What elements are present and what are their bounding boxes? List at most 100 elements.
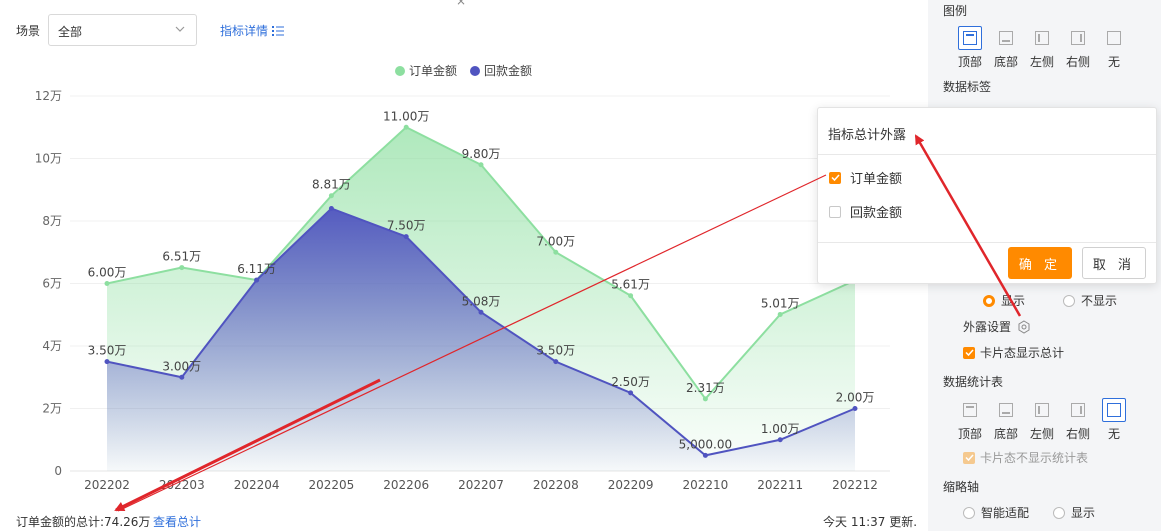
metric-detail-label: 指标详情: [220, 24, 269, 38]
data-label: 5,000.00: [679, 437, 732, 451]
data-point: [104, 359, 110, 365]
radio-unselected-icon: [963, 506, 975, 519]
popup-option-order-amount[interactable]: 订单金额: [829, 168, 902, 187]
stats-pos-right-label: 右侧: [1066, 427, 1091, 441]
stats-pos-top[interactable]: 顶部: [958, 398, 982, 442]
legend-marker: [470, 66, 480, 76]
checkbox-checked-icon: [829, 171, 841, 184]
layout-none-icon: [1102, 26, 1126, 50]
y-tick-label: 8万: [42, 214, 62, 228]
popup-divider: [818, 242, 1156, 243]
popup-option-payment-amount[interactable]: 回款金额: [829, 202, 902, 221]
data-point: [179, 374, 185, 380]
data-label-hide-radio[interactable]: 不显示: [1063, 292, 1117, 309]
chart-legend: 订单金额 回款金额: [395, 63, 532, 78]
view-total-link[interactable]: 查看总计: [153, 515, 202, 529]
x-tick-label: 202203: [159, 478, 205, 492]
data-label: 11.00万: [383, 109, 429, 123]
popup-divider: [818, 154, 1156, 155]
layout-left-icon: [1030, 398, 1054, 422]
radio-selected-icon: [983, 294, 995, 307]
data-point: [403, 234, 409, 240]
legend-pos-right-label: 右侧: [1066, 55, 1091, 69]
card-hide-stats-checkbox[interactable]: 卡片态不显示统计表: [963, 449, 1088, 466]
metric-total-exposure-popup: 指标总计外露 订单金额 回款金额 确 定 取 消: [817, 107, 1157, 284]
data-point: [628, 390, 634, 396]
data-label-show-radio[interactable]: 显示: [983, 292, 1025, 309]
data-point: [702, 452, 708, 458]
stats-pos-bottom[interactable]: 底部: [994, 398, 1018, 442]
y-tick-label: 4万: [42, 339, 62, 353]
data-label: 8.81万: [312, 178, 351, 192]
data-point: [852, 406, 858, 411]
scene-select[interactable]: 全部: [48, 14, 197, 46]
legend-pos-none[interactable]: 无: [1102, 26, 1126, 70]
list-icon: [272, 25, 285, 36]
data-label: 3.50万: [88, 344, 127, 358]
data-label: 2.31万: [686, 381, 725, 395]
chart-x-axis: 202202 202203 202204 202205 202206 202207 2022…: [84, 478, 878, 492]
total-summary: 订单金额的总计:74.26万: [16, 515, 151, 529]
legend-pos-left[interactable]: 左侧: [1030, 26, 1054, 70]
legend-pos-top-label: 顶部: [958, 55, 983, 69]
settings-gear-icon[interactable]: [1017, 319, 1031, 334]
data-label: 5.61万: [611, 278, 650, 292]
thumb-show-radio[interactable]: 显示: [1053, 504, 1095, 521]
data-label-show-text: 显示: [1001, 294, 1026, 308]
data-label: 3.50万: [536, 344, 575, 358]
data-label: 1.00万: [761, 422, 800, 436]
y-tick-label: 10万: [35, 152, 62, 166]
data-point: [104, 281, 110, 286]
popup-option-label: 订单金额: [850, 172, 903, 187]
checkbox-checked-icon: [963, 346, 975, 359]
stats-pos-right[interactable]: 右侧: [1066, 398, 1090, 442]
card-show-total-label: 卡片态显示总计: [980, 346, 1065, 360]
legend-section-title: 图例: [943, 4, 968, 18]
data-label: 7.50万: [387, 219, 426, 233]
metric-detail-link[interactable]: 指标详情: [220, 22, 285, 39]
radio-unselected-icon: [1053, 506, 1065, 519]
thumb-auto-label: 智能适配: [981, 506, 1030, 520]
data-label: 3.00万: [162, 359, 201, 373]
layout-left-icon: [1030, 26, 1054, 50]
layout-none-icon: [1102, 398, 1126, 422]
stats-pos-top-label: 顶部: [958, 427, 983, 441]
data-label: 6.00万: [88, 266, 127, 280]
stats-pos-none-label: 无: [1107, 427, 1120, 441]
stats-pos-left[interactable]: 左侧: [1030, 398, 1054, 442]
close-icon[interactable]: ×: [456, 0, 467, 8]
cancel-button[interactable]: 取 消: [1082, 247, 1146, 279]
checkbox-unchecked-icon: [829, 205, 841, 218]
data-point: [553, 359, 559, 365]
legend-marker: [395, 66, 405, 76]
card-show-total-checkbox[interactable]: 卡片态显示总计: [963, 344, 1064, 361]
stats-position-group: 顶部 底部 左侧 右侧 无: [958, 398, 1126, 442]
legend-pos-right[interactable]: 右侧: [1066, 26, 1090, 70]
chart-area: × 场景 全部 指标详情 订单金额 回款金额 0 2万 4万 6万 8万 10万 12万 6.…: [16, 0, 918, 529]
x-tick-label: 202208: [533, 478, 579, 492]
thumb-axis-section-title: 缩略轴: [943, 480, 980, 494]
x-tick-label: 202212: [832, 478, 878, 492]
legend-pos-top[interactable]: 顶部: [958, 26, 982, 70]
data-label: 5.08万: [462, 294, 501, 308]
x-tick-label: 202204: [234, 478, 280, 492]
checkbox-checked-disabled-icon: [963, 451, 975, 464]
thumb-show-label: 显示: [1071, 506, 1096, 520]
legend-entry: 订单金额: [409, 63, 457, 78]
update-time: 今天 11:37 更新.: [823, 515, 918, 529]
x-tick-label: 202205: [308, 478, 354, 492]
confirm-button[interactable]: 确 定: [1008, 247, 1072, 279]
thumb-auto-radio[interactable]: 智能适配: [963, 504, 1029, 521]
data-point: [254, 277, 260, 283]
layout-top-icon: [958, 398, 982, 422]
area-chart: 订单金额 回款金额 0 2万 4万 6万 8万 10万 12万 6.00万 6.51万 6.11万…: [35, 63, 890, 492]
legend-pos-bottom-label: 底部: [994, 55, 1019, 69]
x-tick-label: 202210: [682, 478, 728, 492]
x-tick-label: 202209: [608, 478, 654, 492]
data-point: [328, 193, 334, 199]
data-point: [777, 437, 783, 443]
stats-pos-none[interactable]: 无: [1102, 398, 1126, 442]
legend-position-group: 顶部 底部 左侧 右侧 无: [958, 26, 1126, 70]
y-tick-label: 12万: [35, 89, 62, 103]
legend-pos-bottom[interactable]: 底部: [994, 26, 1018, 70]
